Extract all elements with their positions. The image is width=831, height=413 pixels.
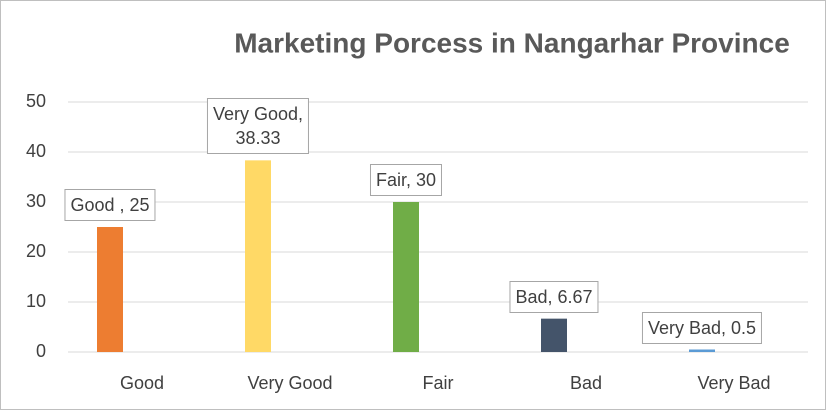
data-label: Very Bad, 0.5 <box>641 311 763 344</box>
bar <box>541 318 567 352</box>
y-tick-label: 0 <box>36 341 46 361</box>
data-label: Fair, 30 <box>369 164 443 196</box>
data-label: Good , 25 <box>64 189 156 221</box>
y-tick-label: 30 <box>26 191 46 211</box>
x-tick-label: Fair <box>423 373 454 393</box>
bar <box>393 202 419 352</box>
chart-title: Marketing Porcess in Nangarhar Province <box>234 27 790 58</box>
data-label: Very Good, 38.33 <box>206 98 310 155</box>
y-tick-label: 50 <box>26 91 46 111</box>
y-tick-label: 10 <box>26 291 46 311</box>
bar <box>245 160 271 352</box>
y-tick-label: 40 <box>26 141 46 161</box>
y-tick-label: 20 <box>26 241 46 261</box>
data-label: Bad, 6.67 <box>509 280 599 313</box>
x-tick-label: Very Good <box>247 373 332 393</box>
bar <box>689 349 715 352</box>
bar <box>97 227 123 352</box>
x-tick-label: Bad <box>570 373 602 393</box>
x-tick-label: Good <box>120 373 164 393</box>
x-tick-label: Very Bad <box>697 373 770 393</box>
